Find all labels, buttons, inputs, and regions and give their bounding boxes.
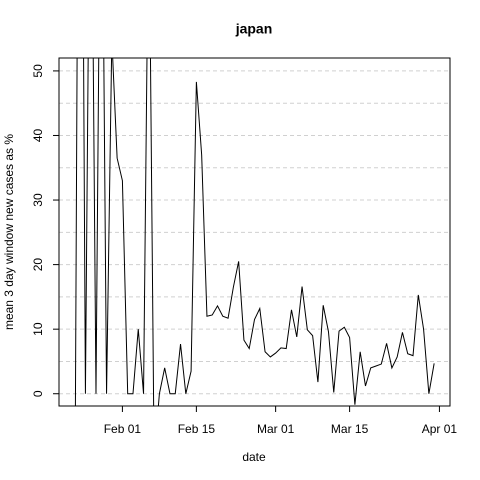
x-tick-label: Apr 01 [422, 422, 458, 436]
plot-area [74, 58, 435, 406]
x-tick-label: Mar 15 [331, 422, 369, 436]
grid [59, 70, 450, 395]
x-axis-label: date [242, 450, 266, 464]
axes: 0 10 20 30 40 50 Feb 01 Feb 15 Mar 01 Mar 15 Apr 0… [31, 64, 457, 436]
y-tick-label: 50 [31, 64, 45, 78]
y-tick-label: 20 [31, 258, 45, 272]
data-line [74, 58, 435, 406]
y-tick-label: 40 [31, 128, 45, 142]
x-tick-label: Mar 01 [257, 422, 295, 436]
y-tick-label: 0 [31, 390, 45, 397]
x-tick-label: Feb 01 [104, 422, 142, 436]
y-tick-label: 10 [31, 322, 45, 336]
y-tick-label: 30 [31, 193, 45, 207]
plot-box [58, 57, 451, 407]
x-tick-label: Feb 15 [178, 422, 216, 436]
y-axis-label: mean 3 day window new cases as % [2, 134, 16, 330]
chart-title: japan [235, 21, 273, 37]
